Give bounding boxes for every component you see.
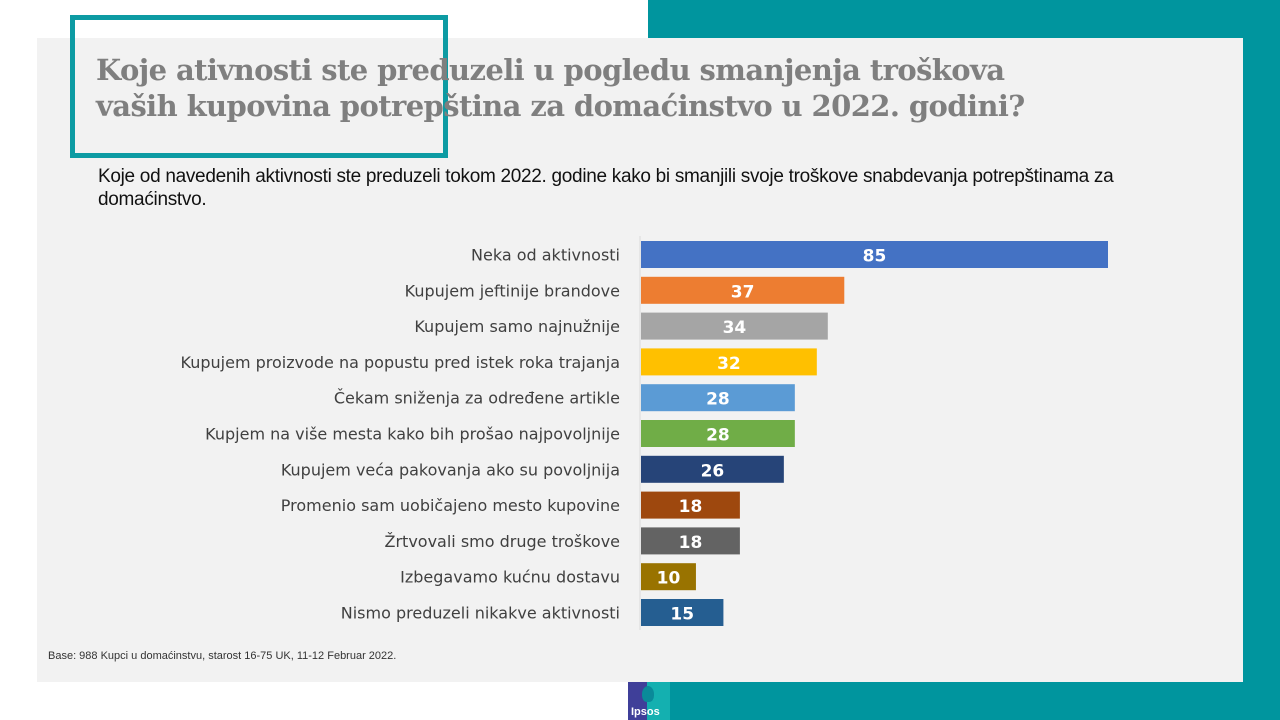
bar-4 bbox=[641, 384, 795, 412]
bar-1 bbox=[641, 276, 845, 304]
bar-10 bbox=[641, 599, 724, 626]
value-label: 18 bbox=[679, 533, 703, 553]
value-label: 18 bbox=[679, 497, 703, 517]
category-label: Neka od aktivnosti bbox=[471, 246, 620, 265]
ipsos-logo: Ipsos bbox=[628, 682, 670, 720]
bar-5 bbox=[641, 420, 795, 447]
bar-8 bbox=[641, 527, 740, 555]
value-label: 85 bbox=[863, 247, 887, 267]
bar-6 bbox=[641, 455, 784, 483]
category-label: Kupujem veća pakovanja ako su povoljnija bbox=[281, 460, 620, 479]
category-label: Kupujem proizvode na popustu pred istek … bbox=[181, 353, 620, 372]
value-label: 37 bbox=[731, 282, 755, 302]
category-label: Izbegavamo kućnu dostavu bbox=[400, 568, 620, 587]
title-frame bbox=[70, 15, 448, 158]
bars-group: Neka od aktivnosti 85 Kupujem jeftinije br… bbox=[181, 241, 1108, 626]
bar-0 bbox=[641, 241, 1108, 268]
value-label: 28 bbox=[706, 426, 730, 446]
value-label: 26 bbox=[701, 461, 725, 481]
bar-2 bbox=[641, 312, 828, 340]
category-label: Promenio sam uobičajeno mesto kupovine bbox=[281, 496, 620, 515]
page-title: Koje ativnosti ste preduzeli u pogledu s… bbox=[96, 52, 1216, 124]
category-label: Kupujem samo najnužnije bbox=[414, 317, 620, 336]
bar-9 bbox=[641, 563, 696, 591]
logo-head-icon bbox=[642, 686, 654, 702]
chart-subtitle: Koje od navedenih aktivnosti ste preduze… bbox=[98, 166, 1114, 210]
value-label: 15 bbox=[670, 605, 694, 625]
category-label: Čekam sniženja za određene artikle bbox=[334, 389, 620, 408]
value-label: 34 bbox=[723, 318, 747, 338]
category-label: Žrtvovali smo druge troškove bbox=[385, 532, 621, 551]
logo-text: Ipsos bbox=[631, 706, 660, 718]
bar-7 bbox=[641, 491, 740, 519]
value-label: 28 bbox=[706, 390, 730, 410]
category-label: Nismo preduzeli nikakve aktivnosti bbox=[341, 604, 620, 623]
base-footnote: Base: 988 Kupci u domaćinstvu, starost 1… bbox=[48, 650, 397, 662]
bar-3 bbox=[641, 348, 817, 376]
value-label: 10 bbox=[657, 569, 681, 589]
title-line-1: Koje ativnosti ste preduzeli u pogledu s… bbox=[96, 53, 1005, 87]
category-label: Kupujem jeftinije brandove bbox=[405, 281, 620, 300]
value-label: 32 bbox=[717, 354, 741, 374]
category-label: Kupjem na više mesta kako bih prošao naj… bbox=[205, 425, 620, 444]
title-line-2: vaših kupovina potrepština za domaćinstv… bbox=[96, 89, 1025, 123]
